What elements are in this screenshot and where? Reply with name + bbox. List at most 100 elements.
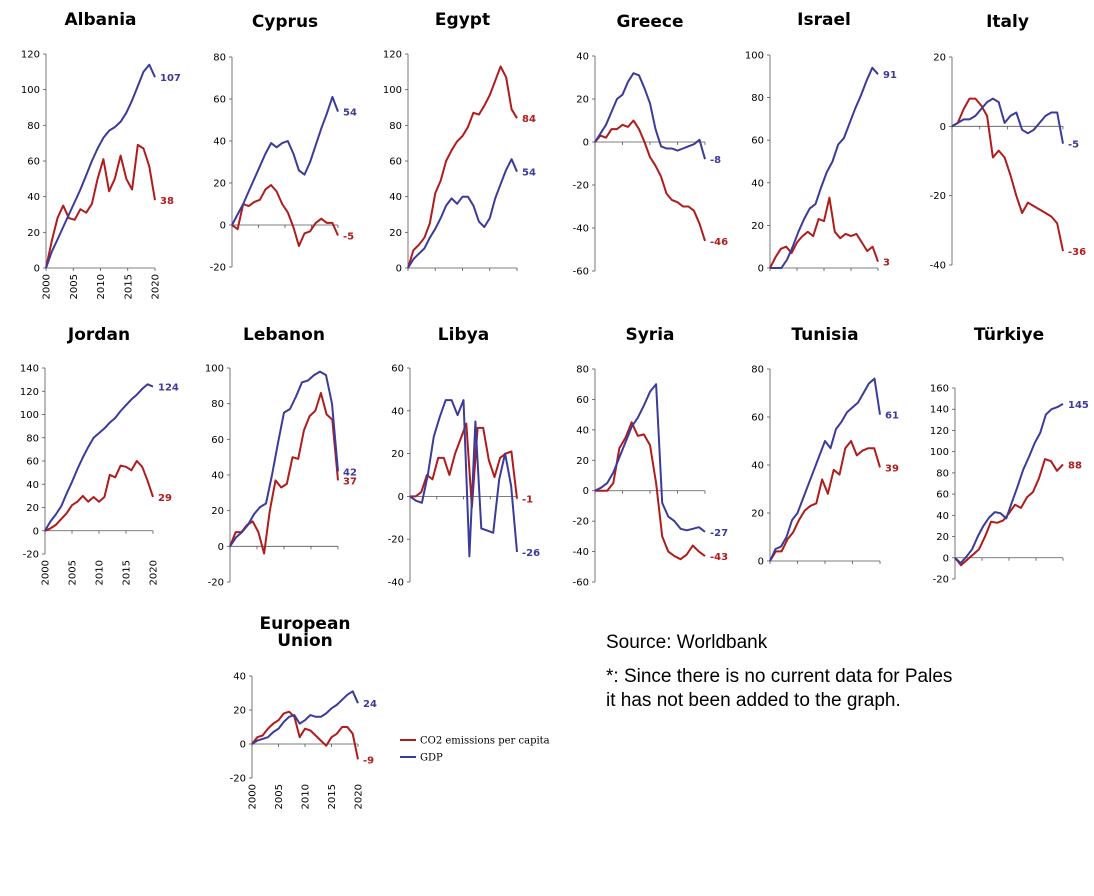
chart-title: Jordan bbox=[67, 325, 130, 345]
chart-panel: Tunisia 0 20 40 60 80 39 61 bbox=[751, 325, 899, 568]
y-tick-label: 80 bbox=[211, 399, 224, 410]
y-tick-label: 100 bbox=[930, 447, 949, 458]
y-tick-label: -20 bbox=[210, 263, 226, 274]
y-tick-label: 100 bbox=[205, 364, 224, 375]
y-tick-label: 80 bbox=[576, 365, 589, 376]
series-line bbox=[44, 460, 154, 532]
x-tick-label: 2010 bbox=[95, 560, 106, 585]
series-line bbox=[769, 196, 879, 269]
x-tick-label: 2000 bbox=[248, 784, 259, 809]
y-tick-label: 40 bbox=[389, 192, 402, 203]
y-tick-label: 0 bbox=[34, 264, 40, 275]
y-tick-label: 20 bbox=[751, 221, 764, 232]
y-tick-label: 40 bbox=[213, 137, 226, 148]
x-tick-label: 2020 bbox=[354, 784, 365, 809]
y-tick-label: 0 bbox=[396, 264, 402, 275]
end-value-label: 38 bbox=[160, 196, 174, 207]
y-tick-label: 40 bbox=[27, 192, 40, 203]
end-value-label: 84 bbox=[522, 114, 536, 125]
y-tick-label: 60 bbox=[26, 457, 39, 468]
source-note: Source: Worldbank bbox=[606, 632, 768, 653]
series-line bbox=[44, 383, 154, 532]
y-tick-label: 40 bbox=[751, 178, 764, 189]
end-value-label: -43 bbox=[710, 552, 728, 563]
end-value-label: 124 bbox=[158, 383, 179, 394]
series-line bbox=[595, 421, 706, 561]
chart-title: Cyprus bbox=[252, 12, 318, 32]
y-tick-label: 80 bbox=[26, 433, 39, 444]
end-value-label: 107 bbox=[160, 73, 181, 84]
y-tick-label: 140 bbox=[930, 405, 949, 416]
y-tick-label: 120 bbox=[20, 387, 39, 398]
y-tick-label: 20 bbox=[233, 706, 246, 717]
chart-title: Albania bbox=[64, 10, 136, 30]
series-line bbox=[410, 422, 518, 509]
series-line bbox=[251, 710, 359, 760]
end-value-label: -1 bbox=[522, 495, 533, 506]
y-tick-label: -40 bbox=[388, 578, 404, 589]
x-tick-label: 2020 bbox=[151, 274, 162, 299]
series-line bbox=[251, 690, 359, 745]
y-tick-label: -60 bbox=[573, 267, 589, 278]
end-value-label: 3 bbox=[883, 258, 890, 269]
end-value-label: -5 bbox=[343, 232, 354, 243]
y-tick-label: 60 bbox=[936, 490, 949, 501]
y-tick-label: 20 bbox=[751, 509, 764, 520]
end-value-label: 54 bbox=[343, 108, 357, 119]
x-tick-label: 2010 bbox=[96, 274, 107, 299]
y-tick-label: 0 bbox=[758, 264, 764, 275]
y-tick-label: -20 bbox=[208, 578, 224, 589]
y-tick-label: 80 bbox=[751, 365, 764, 376]
y-tick-label: -20 bbox=[933, 575, 949, 586]
end-value-label: -5 bbox=[1068, 140, 1079, 151]
end-value-label: -8 bbox=[710, 155, 721, 166]
y-tick-label: -20 bbox=[930, 191, 946, 202]
x-tick-label: 2010 bbox=[301, 784, 312, 809]
y-tick-label: 100 bbox=[21, 85, 40, 96]
y-tick-label: 100 bbox=[745, 51, 764, 62]
chart-title: Egypt bbox=[435, 10, 490, 30]
y-tick-label: 20 bbox=[211, 506, 224, 517]
y-tick-label: 140 bbox=[20, 364, 39, 375]
y-tick-label: 60 bbox=[211, 435, 224, 446]
series-line bbox=[594, 383, 706, 533]
series-line bbox=[770, 66, 879, 269]
legend-label: GDP bbox=[420, 753, 443, 764]
x-tick-label: 2000 bbox=[41, 560, 52, 585]
x-tick-label: 2015 bbox=[122, 560, 133, 585]
x-tick-label: 2005 bbox=[68, 560, 79, 585]
y-tick-label: 40 bbox=[576, 425, 589, 436]
x-tick-label: 2005 bbox=[69, 274, 80, 299]
chart-panel: Jordan -20 0 20 40 60 80 100 120 140 2000 2005 2010 2… bbox=[20, 325, 179, 585]
y-tick-label: 80 bbox=[751, 93, 764, 104]
y-tick-label: 20 bbox=[576, 456, 589, 467]
y-tick-label: 20 bbox=[27, 228, 40, 239]
y-tick-label: 0 bbox=[218, 542, 224, 553]
y-tick-label: -40 bbox=[930, 261, 946, 272]
y-tick-label: 40 bbox=[751, 461, 764, 472]
end-value-label: 88 bbox=[1068, 460, 1082, 471]
x-tick-label: 2015 bbox=[327, 784, 338, 809]
y-tick-label: 40 bbox=[211, 471, 224, 482]
y-tick-label: 20 bbox=[389, 228, 402, 239]
y-tick-label: 60 bbox=[27, 157, 40, 168]
y-tick-label: 40 bbox=[26, 480, 39, 491]
chart-panel: Cyprus -20 0 20 40 60 80 -5 54 bbox=[210, 12, 357, 274]
series-line bbox=[229, 370, 339, 547]
chart-title: Israel bbox=[797, 10, 851, 30]
y-tick-label: -40 bbox=[573, 547, 589, 558]
y-tick-label: 20 bbox=[391, 449, 404, 460]
chart-title: Syria bbox=[625, 325, 674, 345]
legend-label: CO2 emissions per capita bbox=[420, 736, 550, 747]
end-value-label: -26 bbox=[522, 548, 540, 559]
chart-panel: Türkiye -20 0 20 40 60 80 100 120 140 160 88 145 bbox=[930, 325, 1089, 586]
y-tick-label: 0 bbox=[583, 138, 589, 149]
y-tick-label: 40 bbox=[936, 511, 949, 522]
y-tick-label: 20 bbox=[936, 532, 949, 543]
y-tick-label: 20 bbox=[933, 53, 946, 64]
end-value-label: -46 bbox=[710, 237, 728, 248]
chart-title: Italy bbox=[986, 12, 1029, 32]
series-line bbox=[231, 95, 339, 226]
